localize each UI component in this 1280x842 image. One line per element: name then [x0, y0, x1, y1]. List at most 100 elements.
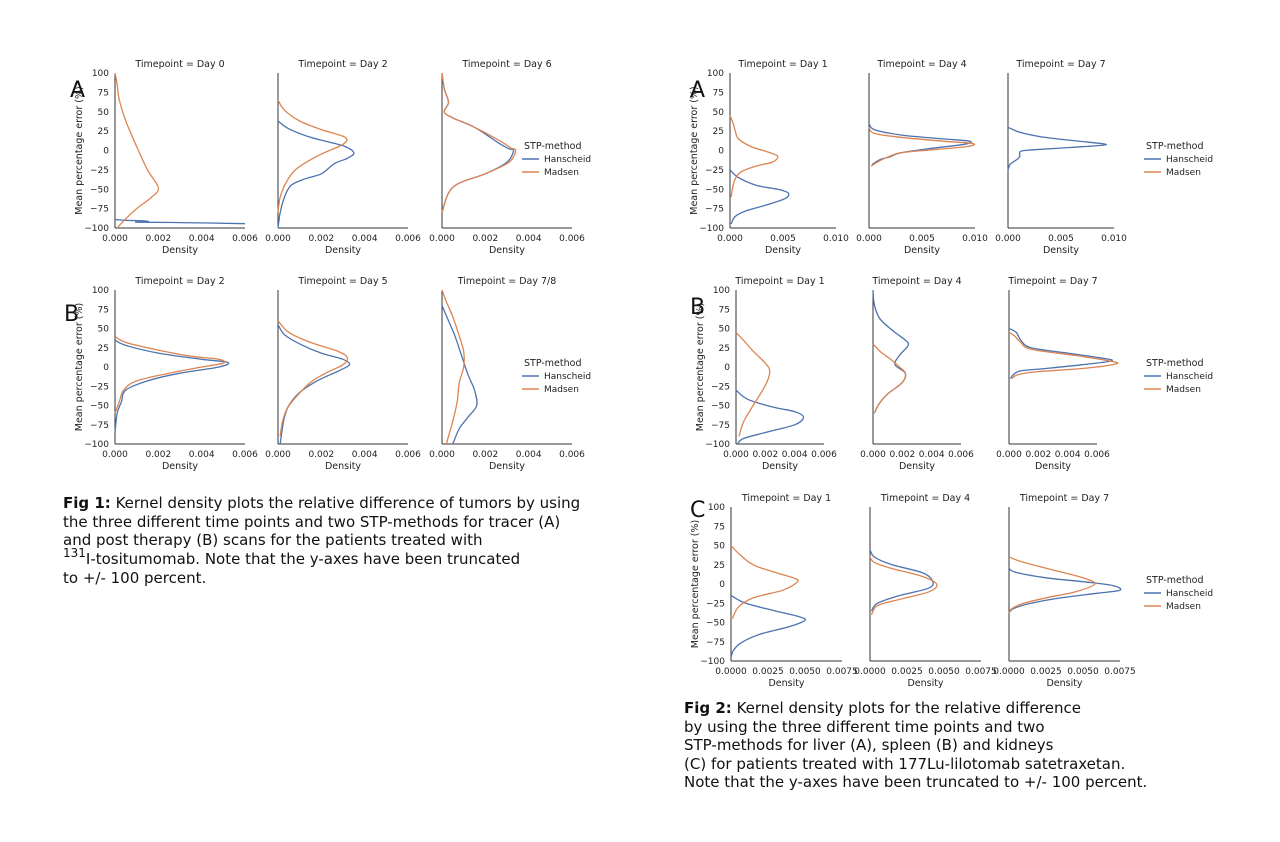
x-tick-label: 0.006 — [948, 450, 974, 460]
series-line-hanscheid — [869, 549, 934, 612]
fig2-caption-line: (C) for patients treated with 177Lu-lilo… — [684, 754, 1126, 773]
series-line-madsen — [441, 289, 465, 445]
x-tick-label: 0.000 — [265, 450, 291, 460]
x-tick-label: 0.005 — [909, 234, 935, 244]
series-line-madsen — [730, 545, 799, 619]
legend-title: STP-method — [1146, 141, 1203, 152]
series-line-hanscheid — [114, 218, 246, 225]
x-axis-label: Density — [1035, 461, 1071, 472]
x-tick-label: 0.000 — [723, 450, 749, 460]
fig1-caption-line: and post therapy (B) scans for the patie… — [63, 531, 483, 549]
x-tick-label: 0.002 — [472, 450, 498, 460]
legend-title: STP-method — [1146, 358, 1203, 369]
x-tick-label: 0.000 — [856, 234, 882, 244]
fig2-caption: Fig 2: Kernel density plots for the rela… — [684, 699, 1204, 792]
x-tick-label: 0.004 — [352, 234, 378, 244]
y-tick-label: −50 — [705, 185, 724, 195]
series-line-hanscheid — [114, 339, 230, 433]
y-tick-label: −75 — [705, 205, 724, 215]
y-tick-label: −50 — [90, 185, 109, 195]
legend-entry: Madsen — [1166, 385, 1201, 395]
x-tick-label: 0.006 — [1084, 450, 1110, 460]
fig1-caption-line: Kernel density plots the relative differ… — [110, 494, 581, 512]
legend-entry: Madsen — [1166, 168, 1201, 178]
y-tick-label: 0 — [103, 147, 109, 157]
y-tick-label: 100 — [713, 286, 730, 296]
series-line-hanscheid — [441, 305, 478, 445]
x-tick-label: 0.002 — [1025, 450, 1051, 460]
y-tick-label: −25 — [90, 382, 109, 392]
y-tick-label: 75 — [98, 305, 109, 315]
y-tick-label: −75 — [711, 421, 730, 431]
x-tick-label: 0.0000 — [854, 667, 886, 677]
x-tick-label: 0.0075 — [826, 667, 858, 677]
legend-entry: Hanscheid — [1166, 589, 1213, 599]
x-axis-label: Density — [904, 245, 940, 256]
series-line-madsen — [114, 72, 160, 229]
fig2-caption-line: STP-methods for liver (A), spleen (B) an… — [684, 736, 1054, 754]
x-tick-label: 0.004 — [919, 450, 945, 460]
x-tick-label: 0.0000 — [715, 667, 747, 677]
legend-title: STP-method — [524, 141, 581, 152]
x-tick-label: 0.002 — [889, 450, 915, 460]
y-axis-label: Mean percentage error (%) — [690, 520, 701, 648]
y-tick-label: 25 — [98, 127, 109, 137]
series-line-madsen — [868, 126, 976, 167]
legend-entry: Madsen — [544, 168, 579, 178]
row-label: A — [70, 78, 85, 103]
fig1-caption-label: Fig 1: — [63, 494, 111, 512]
x-tick-label: 0.002 — [472, 234, 498, 244]
x-tick-label: 0.006 — [232, 234, 258, 244]
x-tick-label: 0.006 — [811, 450, 837, 460]
x-axis-label: Density — [768, 678, 804, 689]
y-tick-label: 50 — [98, 325, 110, 335]
y-tick-label: −25 — [90, 166, 109, 176]
x-tick-label: 0.0050 — [789, 667, 821, 677]
x-tick-label: 0.010 — [823, 234, 849, 244]
y-tick-label: 50 — [713, 108, 725, 118]
row-label: B — [690, 295, 705, 320]
series-line-madsen — [1008, 331, 1119, 380]
x-axis-label: Density — [907, 678, 943, 689]
x-axis-label: Density — [162, 245, 198, 256]
x-tick-label: 0.002 — [145, 234, 171, 244]
series-line-hanscheid — [735, 389, 805, 445]
panel-title: Timepoint = Day 5 — [297, 276, 387, 287]
y-tick-label: −25 — [705, 166, 724, 176]
row-label: A — [690, 78, 705, 103]
x-tick-label: 0.0000 — [993, 667, 1025, 677]
panel-title: Timepoint = Day 1 — [741, 493, 831, 504]
series-line-madsen — [277, 99, 348, 213]
panel-title: Timepoint = Day 2 — [297, 59, 387, 70]
x-tick-label: 0.002 — [308, 234, 334, 244]
y-tick-label: −100 — [84, 440, 109, 450]
x-axis-label: Density — [899, 461, 935, 472]
row-label: C — [690, 498, 705, 523]
y-axis-label: Mean percentage error (%) — [74, 303, 85, 431]
y-tick-label: 50 — [719, 325, 731, 335]
x-axis-label: Density — [1046, 678, 1082, 689]
x-axis-label: Density — [489, 245, 525, 256]
panel-title: Timepoint = Day 1 — [737, 59, 827, 70]
x-tick-label: 0.004 — [189, 450, 215, 460]
x-tick-label: 0.0050 — [928, 667, 960, 677]
fig2-caption-line: Note that the y-axes have been truncated… — [684, 773, 1148, 791]
series-line-madsen — [869, 556, 938, 616]
series-line-madsen — [441, 72, 517, 213]
series-line-madsen — [1008, 556, 1096, 614]
y-tick-label: 75 — [714, 522, 725, 532]
x-tick-label: 0.004 — [189, 234, 215, 244]
x-axis-label: Density — [1043, 245, 1079, 256]
x-tick-label: 0.006 — [232, 450, 258, 460]
series-line-hanscheid — [1008, 327, 1113, 379]
series-line-hanscheid — [730, 594, 806, 658]
series-line-hanscheid — [1007, 126, 1107, 171]
x-tick-label: 0.002 — [145, 450, 171, 460]
legend-entry: Hanscheid — [1166, 372, 1213, 382]
x-tick-label: 0.006 — [559, 450, 585, 460]
y-tick-label: 50 — [714, 542, 726, 552]
x-tick-label: 0.006 — [395, 234, 421, 244]
panel-title: Timepoint = Day 7 — [1015, 59, 1105, 70]
series-line-hanscheid — [729, 169, 790, 225]
